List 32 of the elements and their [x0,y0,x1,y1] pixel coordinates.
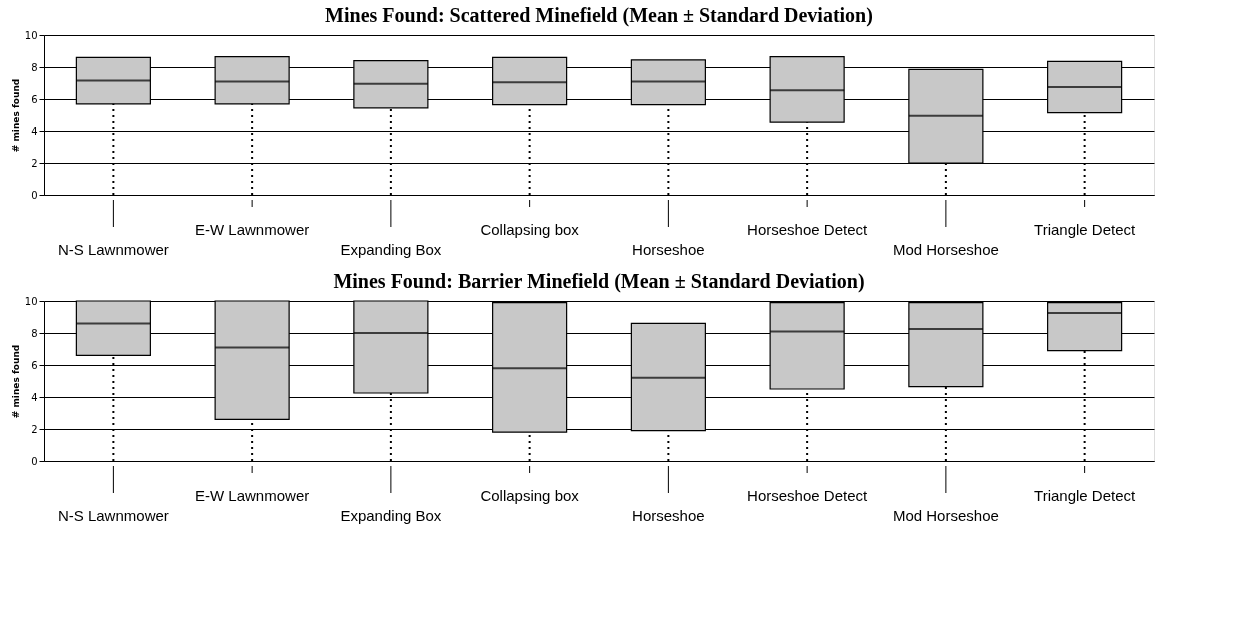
x-tick-label: Collapsing box [480,221,580,238]
y-tick-label: 0 [31,455,38,467]
y-tick-label: 10 [24,295,38,307]
chart-title: Mines Found: Scattered Minefield (Mean ± Standard Deviation) [325,4,873,27]
y-axis-title: # mines found [10,78,21,153]
y-axis-title: # mines found [10,344,21,419]
y-tick-label: 4 [31,125,38,137]
x-tick-label: Mod Horseshoe [892,241,999,258]
x-tick-label: E-W Lawnmower [195,487,310,504]
x-tick-label: Horseshoe [632,507,705,524]
x-tick-label: Collapsing box [480,487,580,504]
y-tick-label: 8 [31,327,38,339]
x-tick-label: N-S Lawnmower [57,241,169,258]
x-tick-label: Horseshoe [632,241,705,258]
y-tick-label: 10 [24,29,38,41]
y-tick-label: 4 [31,391,38,403]
y-tick-label: 2 [31,157,38,169]
chart-title: Mines Found: Barrier Minefield (Mean ± Standard Deviation) [333,270,865,293]
x-tick-label: Expanding Box [340,241,442,258]
y-tick-label: 6 [31,359,38,371]
x-tick-label: Triangle Detect [1034,221,1137,238]
y-tick-label: 0 [31,189,38,201]
x-tick-label: Expanding Box [340,507,442,524]
y-tick-label: 8 [31,61,38,73]
x-tick-label: Horseshoe Detect [747,221,868,238]
x-tick-label: Mod Horseshoe [892,507,999,524]
y-tick-label: 6 [31,93,38,105]
x-tick-label: Triangle Detect [1034,487,1137,504]
x-tick-label: N-S Lawnmower [57,507,169,524]
x-tick-label: E-W Lawnmower [195,221,310,238]
x-tick-label: Horseshoe Detect [747,487,868,504]
y-tick-label: 2 [31,423,38,435]
